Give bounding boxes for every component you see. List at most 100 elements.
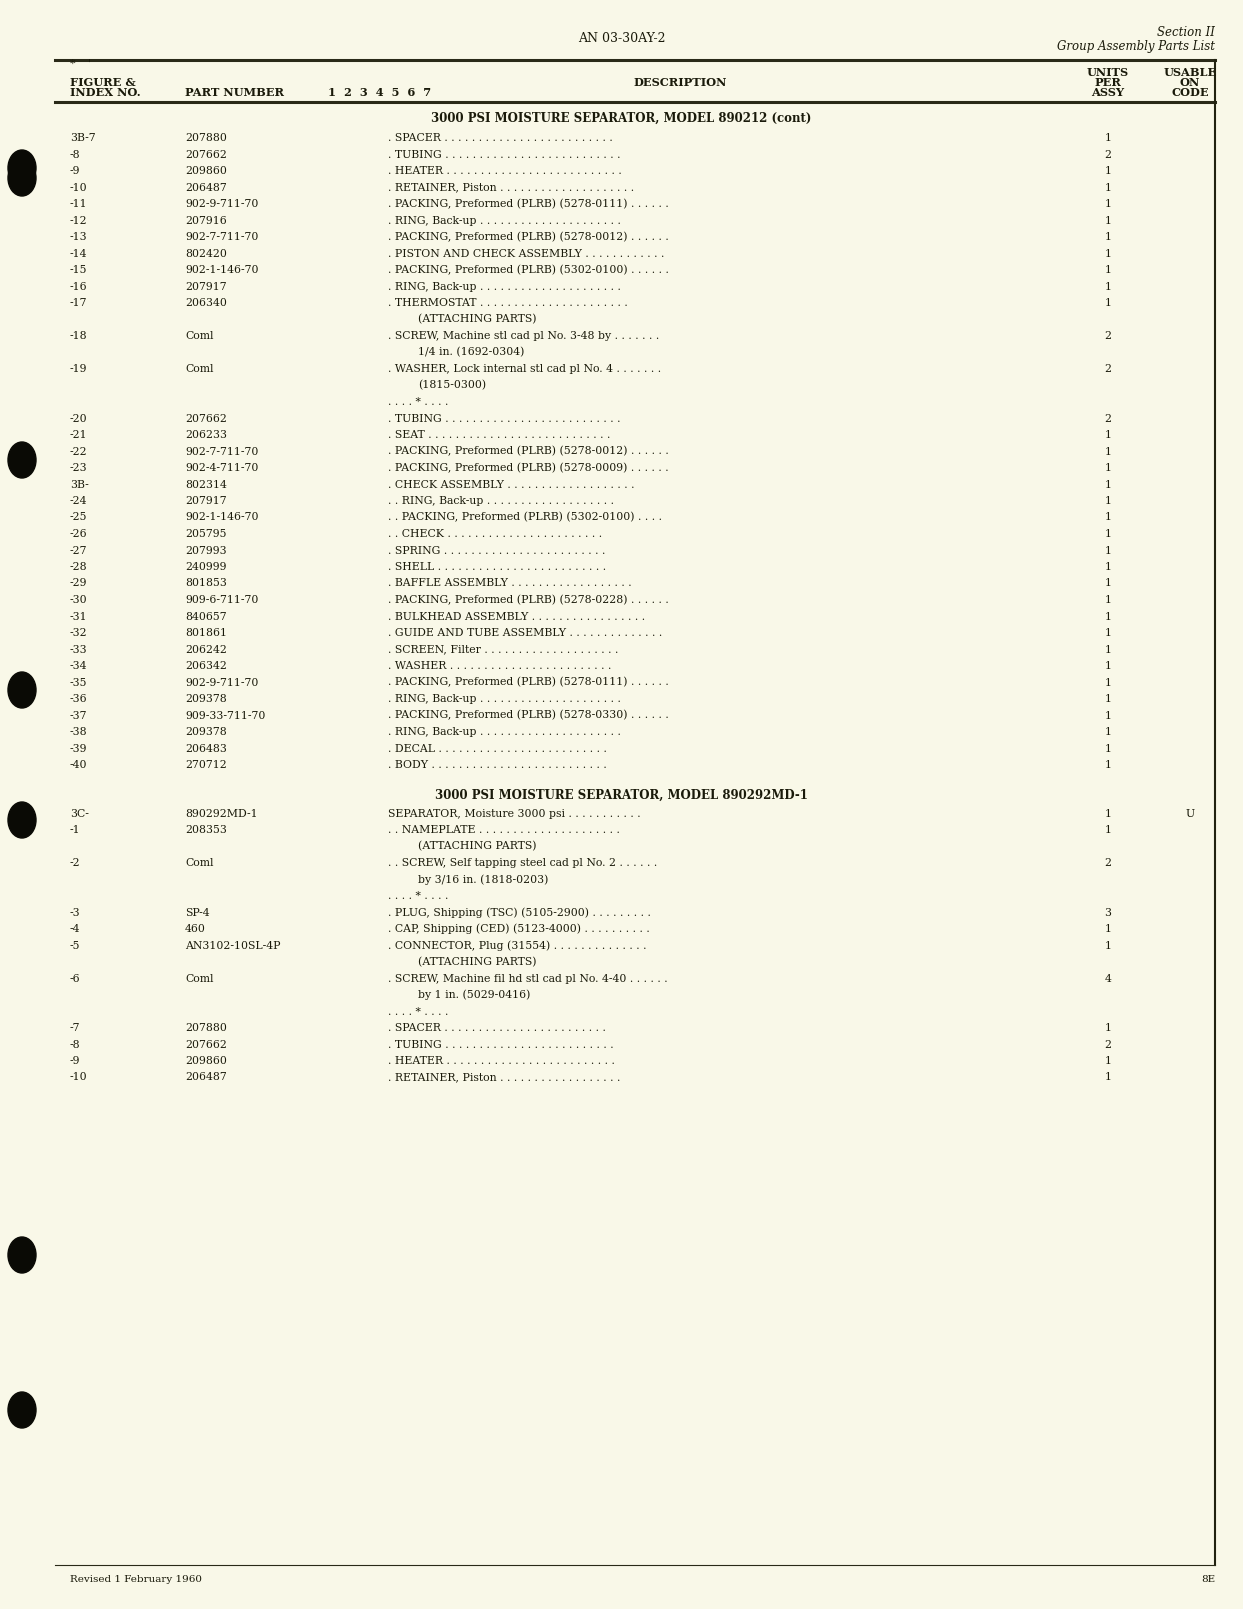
Text: . BODY . . . . . . . . . . . . . . . . . . . . . . . . . .: . BODY . . . . . . . . . . . . . . . . .… [388, 759, 607, 771]
Text: . WASHER . . . . . . . . . . . . . . . . . . . . . . . .: . WASHER . . . . . . . . . . . . . . . .… [388, 661, 612, 671]
Text: . PACKING, Preformed (PLRB) (5278-0012) . . . . . .: . PACKING, Preformed (PLRB) (5278-0012) … [388, 446, 669, 457]
Text: AN 03-30AY-2: AN 03-30AY-2 [578, 32, 665, 45]
Text: 206342: 206342 [185, 661, 227, 671]
Text: 1: 1 [1105, 645, 1111, 655]
Text: -39: -39 [70, 743, 87, 753]
Ellipse shape [7, 1237, 36, 1273]
Text: -4: -4 [70, 924, 81, 933]
Text: 902-4-711-70: 902-4-711-70 [185, 463, 259, 473]
Text: -8: -8 [70, 1039, 81, 1049]
Text: -28: -28 [70, 562, 87, 573]
Text: . SPACER . . . . . . . . . . . . . . . . . . . . . . . .: . SPACER . . . . . . . . . . . . . . . .… [388, 1023, 605, 1033]
Text: 207916: 207916 [185, 216, 226, 225]
Text: 1: 1 [1105, 711, 1111, 721]
Text: UNITS: UNITS [1086, 66, 1129, 77]
Text: . RING, Back-up . . . . . . . . . . . . . . . . . . . . .: . RING, Back-up . . . . . . . . . . . . … [388, 693, 620, 705]
Text: 209378: 209378 [185, 693, 226, 705]
Text: -10: -10 [70, 182, 87, 193]
Text: 1: 1 [1105, 216, 1111, 225]
Ellipse shape [7, 442, 36, 478]
Text: 909-6-711-70: 909-6-711-70 [185, 595, 259, 605]
Text: 802314: 802314 [185, 479, 227, 489]
Text: 902-7-711-70: 902-7-711-70 [185, 232, 259, 241]
Text: 4: 4 [1105, 973, 1111, 983]
Text: 801853: 801853 [185, 579, 227, 589]
Text: -10: -10 [70, 1073, 87, 1083]
Text: 1: 1 [1105, 759, 1111, 771]
Text: 1: 1 [1105, 677, 1111, 687]
Text: 1: 1 [1105, 430, 1111, 439]
Text: 206487: 206487 [185, 1073, 226, 1083]
Text: Coml: Coml [185, 973, 214, 983]
Text: -37: -37 [70, 711, 87, 721]
Text: 1: 1 [1105, 661, 1111, 671]
Text: *: * [70, 60, 76, 69]
Text: . SPACER . . . . . . . . . . . . . . . . . . . . . . . . .: . SPACER . . . . . . . . . . . . . . . .… [388, 134, 613, 143]
Text: -19: -19 [70, 364, 87, 373]
Text: -30: -30 [70, 595, 87, 605]
Text: 207917: 207917 [185, 282, 226, 291]
Text: 1: 1 [1105, 808, 1111, 819]
Text: -9: -9 [70, 1056, 81, 1067]
Text: . HEATER . . . . . . . . . . . . . . . . . . . . . . . . .: . HEATER . . . . . . . . . . . . . . . .… [388, 1056, 615, 1067]
Text: -22: -22 [70, 447, 87, 457]
Text: -33: -33 [70, 645, 87, 655]
Text: by 3/16 in. (1818-0203): by 3/16 in. (1818-0203) [418, 874, 548, 885]
Text: . PACKING, Preformed (PLRB) (5278-0012) . . . . . .: . PACKING, Preformed (PLRB) (5278-0012) … [388, 232, 669, 243]
Text: Coml: Coml [185, 364, 214, 373]
Text: 890292MD-1: 890292MD-1 [185, 808, 257, 819]
Text: -23: -23 [70, 463, 87, 473]
Text: 1: 1 [1105, 825, 1111, 835]
Text: 3B-7: 3B-7 [70, 134, 96, 143]
Text: . SCREW, Machine fil hd stl cad pl No. 4-40 . . . . . .: . SCREW, Machine fil hd stl cad pl No. 4… [388, 973, 667, 983]
Text: -13: -13 [70, 232, 87, 241]
Text: Coml: Coml [185, 331, 214, 341]
Text: . BAFFLE ASSEMBLY . . . . . . . . . . . . . . . . . .: . BAFFLE ASSEMBLY . . . . . . . . . . . … [388, 579, 631, 589]
Text: 1: 1 [1105, 232, 1111, 241]
Text: . SEAT . . . . . . . . . . . . . . . . . . . . . . . . . . .: . SEAT . . . . . . . . . . . . . . . . .… [388, 430, 610, 439]
Text: 209860: 209860 [185, 1056, 227, 1067]
Ellipse shape [7, 801, 36, 838]
Text: 1: 1 [1105, 562, 1111, 573]
Text: 1: 1 [1105, 529, 1111, 539]
Text: -35: -35 [70, 677, 87, 687]
Text: 1/4 in. (1692-0304): 1/4 in. (1692-0304) [418, 348, 525, 357]
Text: -29: -29 [70, 579, 87, 589]
Text: 902-9-711-70: 902-9-711-70 [185, 200, 259, 209]
Text: . SCREEN, Filter . . . . . . . . . . . . . . . . . . . .: . SCREEN, Filter . . . . . . . . . . . .… [388, 645, 618, 655]
Text: SEPARATOR, Moisture 3000 psi . . . . . . . . . . .: SEPARATOR, Moisture 3000 psi . . . . . .… [388, 808, 640, 819]
Text: . . . . * . . . .: . . . . * . . . . [388, 891, 449, 901]
Text: . BULKHEAD ASSEMBLY . . . . . . . . . . . . . . . . .: . BULKHEAD ASSEMBLY . . . . . . . . . . … [388, 611, 645, 621]
Text: . SHELL . . . . . . . . . . . . . . . . . . . . . . . . .: . SHELL . . . . . . . . . . . . . . . . … [388, 562, 607, 573]
Text: -8: -8 [70, 150, 81, 159]
Text: . . SCREW, Self tapping steel cad pl No. 2 . . . . . .: . . SCREW, Self tapping steel cad pl No.… [388, 858, 658, 867]
Text: 207662: 207662 [185, 414, 227, 423]
Text: 460: 460 [185, 924, 206, 933]
Text: 1: 1 [1105, 1023, 1111, 1033]
Ellipse shape [7, 150, 36, 187]
Text: 902-7-711-70: 902-7-711-70 [185, 447, 259, 457]
Text: (1815-0300): (1815-0300) [418, 380, 486, 391]
Text: Group Assembly Parts List: Group Assembly Parts List [1057, 40, 1214, 53]
Text: 1: 1 [1105, 496, 1111, 505]
Text: 1: 1 [1105, 447, 1111, 457]
Text: DESCRIPTION: DESCRIPTION [634, 77, 727, 87]
Text: -1: -1 [70, 825, 81, 835]
Text: 1: 1 [1105, 924, 1111, 933]
Text: -6: -6 [70, 973, 81, 983]
Text: 3C-: 3C- [70, 808, 89, 819]
Text: . CHECK ASSEMBLY . . . . . . . . . . . . . . . . . . .: . CHECK ASSEMBLY . . . . . . . . . . . .… [388, 479, 634, 489]
Text: Section II: Section II [1157, 26, 1214, 39]
Text: 1: 1 [1105, 265, 1111, 275]
Text: 1: 1 [1105, 545, 1111, 555]
Text: . . NAMEPLATE . . . . . . . . . . . . . . . . . . . . .: . . NAMEPLATE . . . . . . . . . . . . . … [388, 825, 620, 835]
Text: 2: 2 [1105, 414, 1111, 423]
Text: . RETAINER, Piston . . . . . . . . . . . . . . . . . . . .: . RETAINER, Piston . . . . . . . . . . .… [388, 182, 634, 193]
Text: ASSY: ASSY [1091, 87, 1125, 98]
Text: . SCREW, Machine stl cad pl No. 3-48 by . . . . . . .: . SCREW, Machine stl cad pl No. 3-48 by … [388, 331, 659, 341]
Text: . TUBING . . . . . . . . . . . . . . . . . . . . . . . . . .: . TUBING . . . . . . . . . . . . . . . .… [388, 414, 620, 423]
Text: . RING, Back-up . . . . . . . . . . . . . . . . . . . . .: . RING, Back-up . . . . . . . . . . . . … [388, 282, 620, 291]
Text: 2: 2 [1105, 331, 1111, 341]
Text: 209378: 209378 [185, 727, 226, 737]
Text: 2: 2 [1105, 364, 1111, 373]
